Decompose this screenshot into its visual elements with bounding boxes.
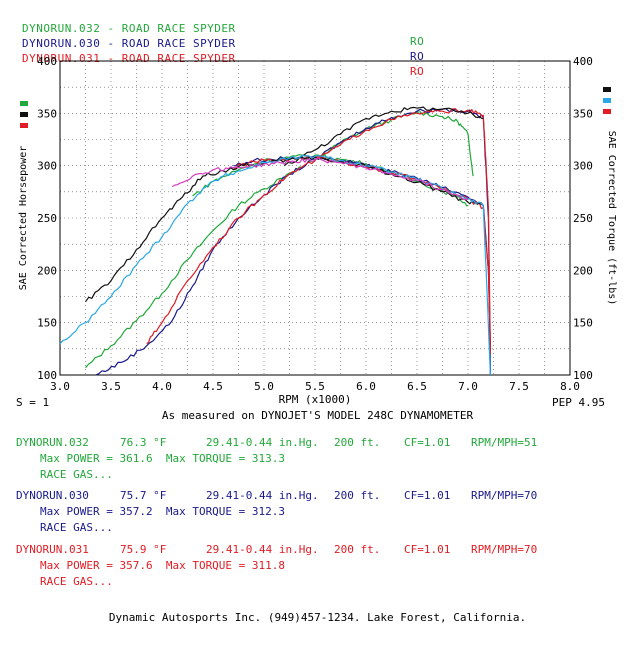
x-tick-label: 4.0 (152, 380, 172, 393)
run-max-values: Max POWER = 361.6 Max TORQUE = 313.3 (40, 452, 286, 465)
x-tick-label: 5.0 (254, 380, 274, 393)
series-line-power (85, 111, 474, 369)
run-baro: 29.41-0.44 in.Hg. (206, 489, 319, 502)
legend-run-label: DYNORUN.031 - ROAD RACE SPYDER (22, 52, 236, 65)
y-tick-label-left: 250 (37, 212, 57, 225)
series-line-torque (284, 106, 484, 167)
run-temp: 75.7 °F (120, 489, 167, 502)
right-legend-swatch-black (603, 87, 611, 92)
y-axis-label-left: SAE Corrected Horsepower (18, 146, 29, 291)
run-name: DYNORUN.030 (16, 489, 89, 502)
run-cf: CF=1.01 (404, 436, 451, 449)
left-legend-swatch-red (20, 123, 28, 128)
y-tick-label-right: 250 (573, 212, 593, 225)
series-line-power (95, 107, 491, 376)
x-axis-label: RPM (x1000) (279, 393, 352, 406)
run-temp: 75.9 °F (120, 543, 167, 556)
y-tick-label-right: 200 (573, 264, 593, 277)
run-ratio: RPM/MPH=70 (471, 543, 538, 556)
y-tick-label-right: 350 (573, 107, 593, 120)
run-fuel: RACE GAS... (40, 521, 113, 534)
plot-frame (59, 60, 571, 376)
y-tick-label-left: 150 (37, 317, 57, 330)
run-max-values: Max POWER = 357.2 Max TORQUE = 312.3 (40, 505, 286, 518)
run-baro: 29.41-0.44 in.Hg. (206, 436, 319, 449)
legend-entry: DYNORUN.031 - ROAD RACE SPYDER RO (0, 39, 635, 91)
x-tick-label: 4.5 (203, 380, 223, 393)
y-tick-label-right: 300 (573, 160, 593, 173)
run-baro: 29.41-0.44 in.Hg. (206, 543, 319, 556)
smoothing-label: S = 1 (16, 396, 50, 409)
legend-run-label: DYNORUN.032 - ROAD RACE SPYDER (22, 22, 236, 35)
run-name: DYNORUN.031 (16, 543, 89, 556)
pep-label: PEP 4.95 (552, 396, 605, 409)
run-fuel: RACE GAS... (40, 468, 113, 481)
x-tick-label: 6.0 (356, 380, 376, 393)
y-tick-label-left: 400 (37, 55, 57, 68)
legend-entry: DYNORUN.032 - ROAD RACE SPYDER RO (0, 9, 635, 61)
run-cf: CF=1.01 (404, 543, 451, 556)
y-tick-label-right: 150 (573, 317, 593, 330)
y-tick-label-left: 100 (37, 369, 57, 382)
run-alt: 200 ft. (334, 543, 381, 556)
run-block: DYNORUN.030 75.7 °F 29.41-0.44 in.Hg. 200 f… (16, 488, 616, 536)
dynamometer-note: As measured on DYNOJET'S MODEL 248C DYNA… (161, 409, 474, 422)
footer-contact: Dynamic Autosports Inc. (949)457-1234. L… (108, 611, 527, 624)
x-tick-label: 7.0 (458, 380, 478, 393)
y-tick-label-left: 350 (37, 107, 57, 120)
left-legend-swatch-green (20, 101, 28, 106)
x-tick-label: 7.5 (509, 380, 529, 393)
run-ratio: RPM/MPH=70 (471, 489, 538, 502)
series-line-power (171, 157, 469, 201)
y-tick-label-left: 200 (37, 264, 57, 277)
x-tick-label: 3.5 (101, 380, 121, 393)
legend-run-label: DYNORUN.030 - ROAD RACE SPYDER (22, 37, 236, 50)
run-block: DYNORUN.032 76.3 °F 29.41-0.44 in.Hg. 200 f… (16, 435, 616, 483)
series-line-torque (192, 154, 469, 207)
x-tick-label: 3.0 (50, 380, 70, 393)
run-alt: 200 ft. (334, 489, 381, 502)
right-legend-swatch-red (603, 109, 611, 114)
x-tick-label: 8.0 (560, 380, 580, 393)
chart-grid (59, 60, 571, 376)
legend-tag: RO (410, 65, 425, 78)
run-temp: 76.3 °F (120, 436, 167, 449)
y-tick-label-right: 400 (573, 55, 593, 68)
legend-tag: RO (410, 50, 425, 63)
left-legend-swatch-black (20, 112, 28, 117)
chart-series (59, 106, 491, 376)
run-alt: 200 ft. (334, 436, 381, 449)
y-tick-label-right: 100 (573, 369, 593, 382)
run-name: DYNORUN.032 (16, 436, 89, 449)
x-tick-label: 6.5 (407, 380, 427, 393)
series-line-power (85, 156, 484, 303)
run-max-values: Max POWER = 357.6 Max TORQUE = 311.8 (40, 559, 286, 572)
x-tick-label: 5.5 (305, 380, 325, 393)
run-ratio: RPM/MPH=51 (471, 436, 538, 449)
legend-tag: RO (410, 35, 425, 48)
run-fuel: RACE GAS... (40, 575, 113, 588)
legend-entry: DYNORUN.030 - ROAD RACE SPYDER RO (0, 24, 635, 76)
y-tick-label-left: 300 (37, 160, 57, 173)
run-block: DYNORUN.031 75.9 °F 29.41-0.44 in.Hg. 200 f… (16, 542, 616, 590)
y-axis-label-right: SAE Corrected Torque (ft-lbs) (606, 131, 617, 306)
run-cf: CF=1.01 (404, 489, 451, 502)
series-line-power (146, 108, 491, 355)
right-legend-swatch-cyan (603, 98, 611, 103)
